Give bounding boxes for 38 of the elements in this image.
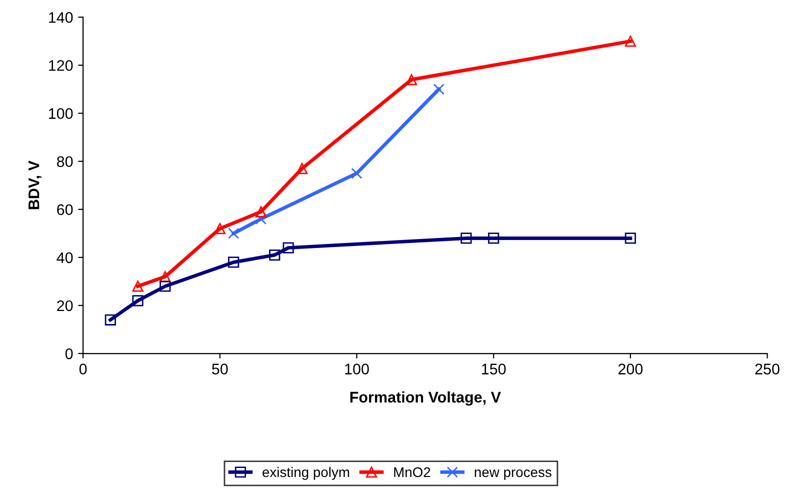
x-tick-label: 50 [212, 364, 228, 374]
point [228, 256, 240, 268]
y-tick-label: 80 [57, 156, 73, 168]
legend-label: MnO2 [394, 467, 430, 478]
y-tick-label: 40 [56, 252, 73, 264]
y-tick-label: 100 [49, 108, 73, 119]
point [255, 213, 267, 225]
x-tick-label: 0 [79, 364, 87, 374]
x-tick-label: 200 [618, 364, 643, 374]
y-tick-label: 20 [57, 300, 73, 312]
point [351, 168, 362, 179]
point [624, 36, 636, 47]
y-axis-title: BDV, V [28, 160, 42, 210]
point [433, 84, 444, 95]
y-tick-label: 0 [65, 348, 73, 360]
x-tick-label: 250 [755, 364, 780, 374]
point [460, 232, 472, 244]
point [624, 232, 636, 244]
point [406, 74, 418, 86]
point [296, 162, 308, 174]
point [255, 206, 267, 218]
point [269, 249, 280, 261]
point [282, 242, 294, 254]
point [488, 232, 500, 244]
y-tick-label: 140 [49, 12, 73, 23]
point [160, 280, 171, 292]
x-tick-label: 100 [345, 364, 369, 374]
legend-label: new process [474, 470, 552, 480]
y-tick-label: 60 [57, 204, 73, 216]
y-tick-label: 120 [49, 60, 73, 71]
point [214, 223, 226, 234]
x-tick-label: 150 [482, 364, 506, 374]
point [228, 228, 240, 239]
legend-label: existing polym [262, 466, 350, 480]
x-axis-title: Formation Voltage, V [350, 391, 501, 406]
point [132, 295, 144, 306]
point [132, 280, 144, 292]
point [104, 314, 116, 326]
